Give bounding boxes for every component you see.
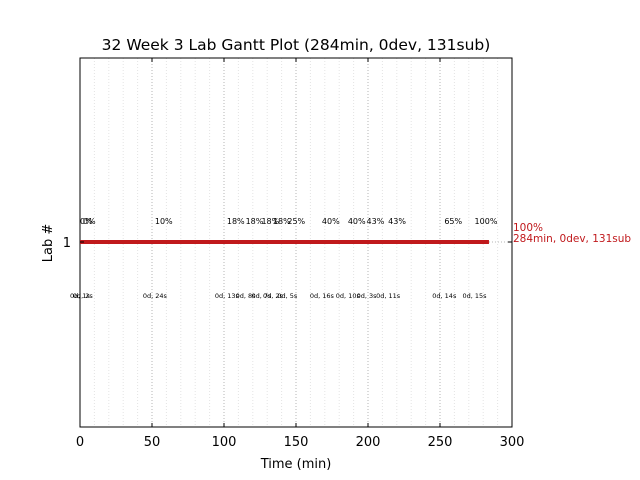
y-tick-label: 1 xyxy=(63,236,71,251)
checkpoint-percent-label: 18% xyxy=(261,217,279,226)
checkpoint-note-label: 0d, 15s xyxy=(463,292,488,300)
checkpoint-note-label: 0d, 5s xyxy=(277,292,298,300)
checkpoint-percent-label: 0% xyxy=(80,217,93,226)
checkpoint-percent-label: 43% xyxy=(388,217,406,226)
x-tick-label: 300 xyxy=(500,435,525,450)
x-tick-label: 100 xyxy=(212,435,237,450)
checkpoint-note-label: 0d, 16s xyxy=(310,292,335,300)
end-label-summary: 284min, 0dev, 131sub xyxy=(513,233,631,245)
x-tick-label: 250 xyxy=(428,435,453,450)
chart-title: 32 Week 3 Lab Gantt Plot (284min, 0dev, … xyxy=(102,36,491,54)
x-tick-label: 200 xyxy=(356,435,381,450)
bar-layer xyxy=(80,240,489,244)
x-axis-ticks: 0 50 100 150 200 250 300 xyxy=(76,58,525,450)
checkpoint-percent-label: 40% xyxy=(348,217,366,226)
gantt-bar xyxy=(80,240,489,244)
checkpoint-note-label: 0d, 8s xyxy=(236,292,257,300)
checkpoint-percent-label: 65% xyxy=(444,217,462,226)
x-tick-label: 0 xyxy=(76,435,84,450)
checkpoint-percent-label: 40% xyxy=(322,217,340,226)
y-axis-label: Lab # xyxy=(41,224,56,263)
checkpoint-percent-label: 18% xyxy=(227,217,245,226)
grid-layer xyxy=(93,58,512,427)
checkpoint-percent-label: 0% xyxy=(83,217,96,226)
checkpoint-note-label: 0d, 7s xyxy=(251,292,272,300)
checkpoint-note-label: 0d, 24s xyxy=(143,292,168,300)
checkpoint-note-label: 0d, 2s xyxy=(263,292,284,300)
x-tick-label: 150 xyxy=(284,435,309,450)
checkpoint-percent-label: 18% xyxy=(246,217,264,226)
checkpoint-percent-label: 18% xyxy=(273,217,291,226)
y-axis-ticks: 1 xyxy=(63,236,512,251)
checkpoint-percent-label: 25% xyxy=(287,217,305,226)
checkpoint-note-label: 0d, 2s xyxy=(73,292,94,300)
checkpoint-note-label: 0d, 10s xyxy=(336,292,361,300)
checkpoint-note-label: 0d, 13s xyxy=(215,292,240,300)
checkpoint-percent-label: 10% xyxy=(155,217,173,226)
x-axis-label: Time (min) xyxy=(260,457,332,472)
checkpoint-percent-label: 43% xyxy=(367,217,385,226)
checkpoint-percent-label: 100% xyxy=(475,217,498,226)
checkpoint-note-label: 0d, 11s xyxy=(376,292,401,300)
end-label-percent: 100% xyxy=(513,222,543,234)
checkpoint-note-label: 0d, 14s xyxy=(432,292,457,300)
checkpoint-note-label: 0d, 3s xyxy=(357,292,378,300)
checkpoint-note-label: 0d, 1s xyxy=(70,292,91,300)
x-tick-label: 50 xyxy=(144,435,161,450)
